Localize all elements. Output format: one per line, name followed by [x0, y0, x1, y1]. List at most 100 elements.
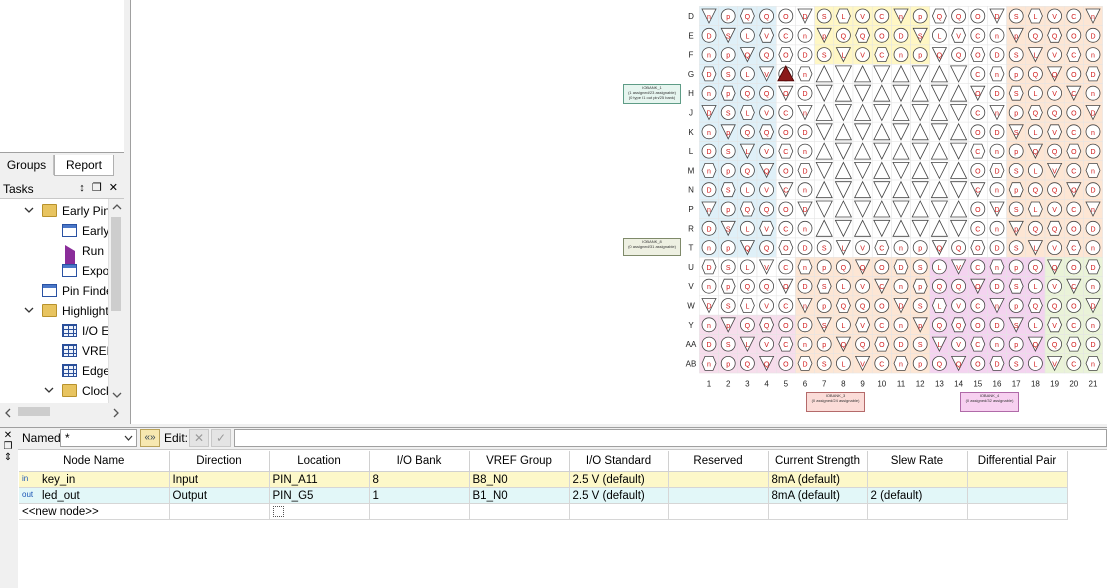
pin-shape[interactable]	[778, 259, 794, 275]
pin-shape[interactable]	[701, 298, 717, 314]
pin-shape[interactable]	[911, 200, 929, 218]
pin-shape[interactable]	[815, 200, 833, 218]
pin-shape[interactable]	[1008, 143, 1024, 159]
pin-shape[interactable]	[778, 336, 794, 352]
pin-shape[interactable]	[853, 84, 872, 103]
pin-shape[interactable]	[1046, 356, 1063, 372]
edit-accept-button[interactable]: ✓	[211, 429, 231, 447]
close-icon[interactable]: ✕	[3, 430, 13, 441]
tree-item-highlight[interactable]: Highlight	[0, 301, 108, 321]
pin-shape[interactable]	[873, 200, 891, 218]
pin-shape[interactable]	[1085, 259, 1101, 275]
pin-shape[interactable]	[778, 85, 794, 102]
pin-shape[interactable]	[911, 161, 929, 179]
pin-shape[interactable]	[853, 142, 872, 160]
pin-shape[interactable]	[720, 220, 736, 237]
pin-shape[interactable]	[701, 85, 717, 101]
edit-cancel-button[interactable]: ✕	[189, 429, 209, 447]
expand-all-button[interactable]: «»	[140, 429, 160, 447]
pin-shape[interactable]	[1028, 259, 1043, 275]
pin-shape[interactable]	[951, 240, 966, 256]
pin-shape[interactable]	[912, 317, 928, 333]
pin-shape[interactable]	[720, 201, 736, 217]
pin-shape[interactable]	[951, 8, 966, 24]
pin-shape[interactable]	[1027, 201, 1043, 217]
col-location[interactable]: Location	[269, 451, 370, 472]
pin-shape[interactable]	[778, 47, 794, 62]
pin-shape[interactable]	[701, 66, 717, 82]
pin-shape[interactable]	[797, 240, 813, 256]
pin-shape[interactable]	[951, 47, 966, 62]
pin-shape[interactable]	[1085, 124, 1101, 140]
pin-shape[interactable]	[1046, 259, 1063, 275]
pin-shape[interactable]	[855, 317, 871, 333]
pin-shape[interactable]	[970, 355, 986, 371]
pin-shape[interactable]	[1027, 336, 1044, 352]
pin-shape[interactable]	[758, 259, 775, 275]
pin-shape[interactable]	[720, 8, 736, 24]
pin-shape[interactable]	[873, 161, 891, 179]
pin-shape[interactable]	[854, 259, 871, 275]
pin-shape[interactable]	[836, 317, 851, 333]
pin-shape[interactable]	[893, 278, 909, 294]
pin-shape[interactable]	[778, 124, 794, 140]
pin-shape[interactable]	[912, 355, 928, 371]
pin-shape[interactable]	[912, 8, 928, 24]
pin-shape[interactable]	[989, 220, 1005, 236]
pin-shape[interactable]	[797, 298, 813, 314]
assigned-pin-g5[interactable]	[777, 65, 795, 82]
pin-shape[interactable]	[970, 220, 986, 236]
pin-shape[interactable]	[1085, 298, 1101, 314]
pin-shape[interactable]	[970, 8, 986, 24]
node-name-cell[interactable]: in key_in	[19, 471, 170, 488]
pin-shape[interactable]	[989, 317, 1005, 333]
pin-shape[interactable]	[701, 240, 717, 256]
pin-shape[interactable]	[1008, 47, 1024, 62]
pin-shape[interactable]	[1008, 124, 1024, 140]
pin-shape[interactable]	[759, 85, 774, 101]
table-row[interactable]: out led_out Output PIN_G5 1 B1_N0 2.5 V (…	[19, 487, 1068, 504]
pin-shape[interactable]	[970, 259, 986, 275]
tree-item-io-banks[interactable]: I/O E	[0, 321, 108, 341]
pin-shape[interactable]	[893, 356, 909, 371]
pin-shape[interactable]	[1008, 240, 1024, 256]
pin-shape[interactable]	[932, 355, 947, 371]
pin-shape[interactable]	[834, 142, 853, 160]
pin-shape[interactable]	[855, 8, 870, 24]
pin-shape[interactable]	[873, 219, 891, 238]
pin-shape[interactable]	[931, 298, 947, 313]
pin-shape[interactable]	[874, 278, 890, 295]
pin-shape[interactable]	[912, 240, 928, 256]
pin-shape[interactable]	[989, 201, 1005, 217]
pin-shape[interactable]	[911, 181, 929, 199]
pin-shape[interactable]	[970, 66, 986, 82]
pin-shape[interactable]	[855, 278, 870, 294]
pin-shape[interactable]	[855, 336, 870, 352]
pin-shape[interactable]	[816, 27, 832, 44]
pin-shape[interactable]	[912, 27, 928, 44]
pin-shape[interactable]	[835, 47, 852, 63]
new-node-cell[interactable]: <<new node>>	[19, 503, 170, 520]
pin-shape[interactable]	[797, 278, 813, 294]
pin-shape[interactable]	[1066, 143, 1082, 159]
pin-shape[interactable]	[951, 336, 966, 352]
empty-cell[interactable]	[469, 503, 570, 520]
io-standard-cell[interactable]: 2.5 V (default)	[569, 471, 669, 488]
iobank-8-box[interactable]: IOBANK_8 (0 assigned/31 assignable)	[623, 238, 681, 256]
pin-shape[interactable]	[797, 85, 813, 101]
pin-shape[interactable]	[1085, 220, 1101, 236]
pin-shape[interactable]	[834, 161, 853, 179]
pin-shape[interactable]	[759, 8, 774, 24]
pin-shape[interactable]	[989, 124, 1005, 140]
pin-shape[interactable]	[720, 317, 736, 333]
col-io-standard[interactable]: I/O Standard	[569, 451, 669, 472]
pin-shape[interactable]	[815, 219, 833, 237]
pin-shape[interactable]	[740, 220, 755, 236]
pin-shape[interactable]	[874, 336, 890, 352]
pin-shape[interactable]	[1047, 240, 1062, 256]
pin-shape[interactable]	[701, 124, 717, 140]
pin-shape[interactable]	[1085, 66, 1101, 82]
pin-shape[interactable]	[797, 143, 813, 159]
pin-shape[interactable]	[1085, 105, 1101, 121]
empty-cell[interactable]	[169, 503, 270, 520]
